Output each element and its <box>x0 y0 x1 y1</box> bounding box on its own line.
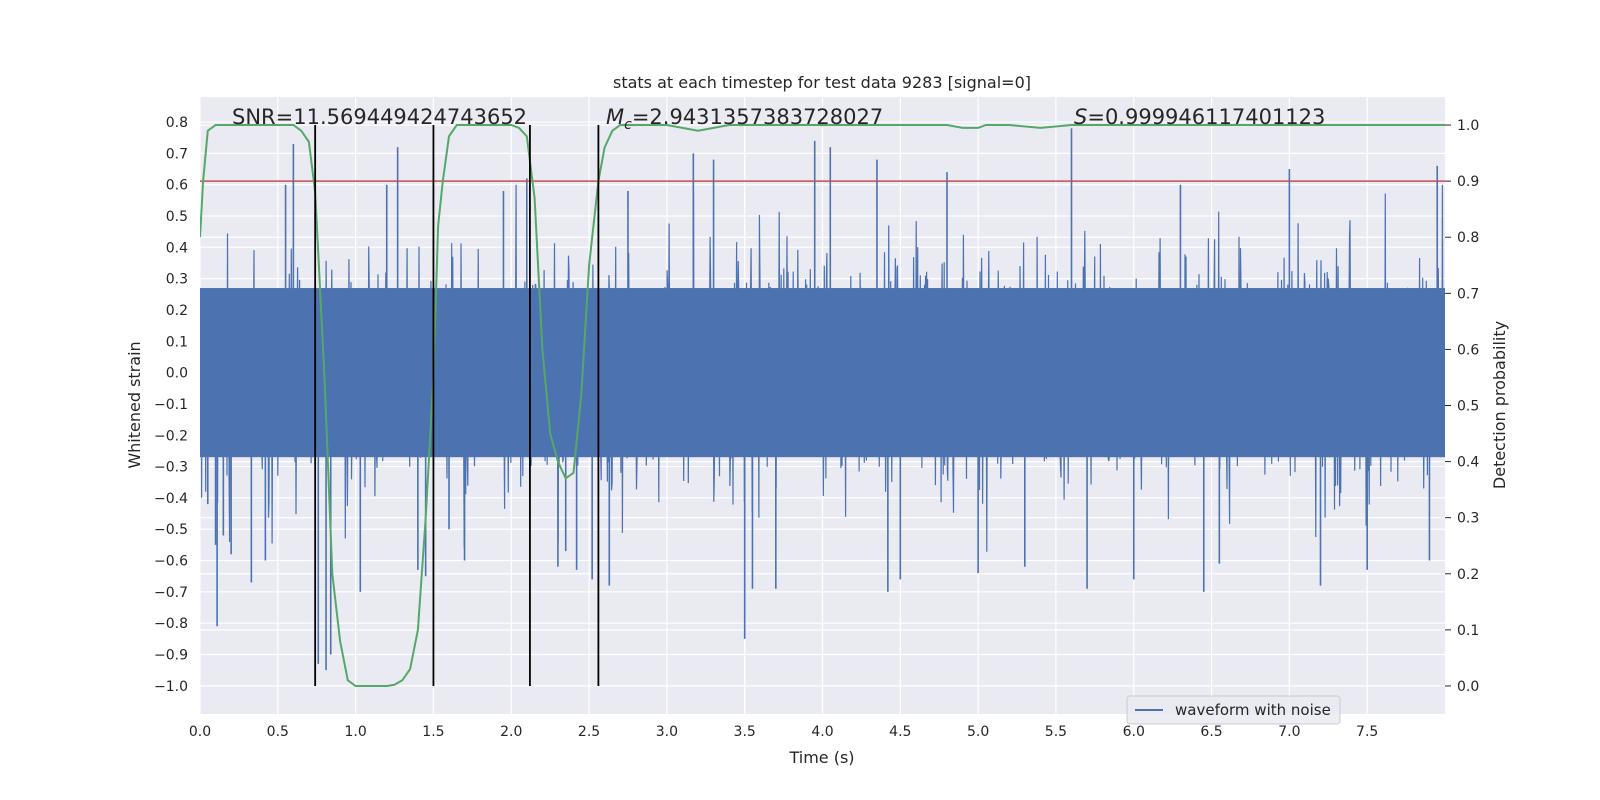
y-left-tick-label: −0.2 <box>154 428 188 444</box>
x-tick-label: 2.5 <box>578 724 600 740</box>
x-tick-label: 7.5 <box>1356 724 1378 740</box>
probability-line <box>200 124 1445 687</box>
chirp-mass-annotation: Mc=2.9431357383728027 <box>606 105 883 133</box>
x-tick-label: 6.0 <box>1123 724 1145 740</box>
y-left-tick-label: 0.4 <box>166 240 188 256</box>
y-left-tick-label: 0.7 <box>166 146 188 162</box>
y-right-tick-label: 0.6 <box>1457 342 1479 358</box>
y-left-tick-label: −0.7 <box>154 585 188 601</box>
waveform-series <box>200 128 1445 671</box>
y-left-tick-label: −0.5 <box>154 522 188 538</box>
x-tick-label: 5.0 <box>967 724 989 740</box>
y-left-tick-label: −0.6 <box>154 554 188 570</box>
x-tick-label: 6.5 <box>1200 724 1222 740</box>
x-tick-label: 1.0 <box>344 724 366 740</box>
y-left-tick-label: 0.6 <box>166 178 188 194</box>
mc-symbol: M <box>606 105 624 129</box>
y-left-tick-label: 0.0 <box>166 366 188 382</box>
s-symbol: S <box>1074 105 1087 129</box>
waveform-dense-core <box>200 288 1445 458</box>
y-left-tick-label: 0.3 <box>166 272 188 288</box>
x-tick-label: 5.5 <box>1045 724 1067 740</box>
y-left-tick-label: −0.8 <box>154 616 188 632</box>
x-tick-label: 7.0 <box>1278 724 1300 740</box>
y-left-tick-label: −0.1 <box>154 397 188 413</box>
y-right-tick-labels: 1.0 0.9 0.8 0.7 0.6 0.5 0.4 0.3 0.2 0.1 0.0 <box>1445 118 1479 695</box>
x-tick-label: 0.5 <box>267 724 289 740</box>
x-tick-labels: 0.0 0.5 1.0 1.5 2.0 2.5 3.0 3.5 4.0 4.5 5.0 5.5 6.0 6… <box>189 724 1378 740</box>
y-right-axis-label: Detection probability <box>1490 321 1509 489</box>
x-tick-label: 2.0 <box>500 724 522 740</box>
x-axis-label: Time (s) <box>788 748 854 767</box>
x-tick-label: 3.5 <box>734 724 756 740</box>
y-left-tick-label: 0.5 <box>166 209 188 225</box>
x-tick-label: 1.5 <box>422 724 444 740</box>
y-left-tick-labels: 0.8 0.7 0.6 0.5 0.4 0.3 0.2 0.1 0.0 −0.1 −0.2 −0.3 −… <box>154 115 188 695</box>
chart-title: stats at each timestep for test data 928… <box>613 73 1031 92</box>
y-right-tick-label: 0.5 <box>1457 399 1479 415</box>
probability-series <box>200 124 1445 687</box>
y-right-tick-label: 1.0 <box>1457 118 1479 134</box>
y-left-tick-label: −0.9 <box>154 647 188 663</box>
x-tick-label: 3.0 <box>656 724 678 740</box>
y-right-tick-label: 0.2 <box>1457 567 1479 583</box>
y-left-tick-label: 0.2 <box>166 303 188 319</box>
y-right-tick-label: 0.9 <box>1457 174 1479 190</box>
legend-box <box>1126 695 1341 725</box>
s-value: =0.999946117401123 <box>1087 105 1325 129</box>
x-tick-label: 4.0 <box>811 724 833 740</box>
y-left-axis-label: Whitened strain <box>125 341 144 468</box>
x-tick-label: 0.0 <box>189 724 211 740</box>
y-right-tick-label: 0.0 <box>1457 679 1479 695</box>
mc-value: =2.9431357383728027 <box>632 105 883 129</box>
y-left-tick-label: 0.1 <box>166 334 188 350</box>
y-right-tick-label: 0.4 <box>1457 455 1479 471</box>
legend-label: waveform with noise <box>1175 701 1331 719</box>
snr-annotation: SNR=11.569449424743652 <box>232 105 527 129</box>
y-right-tick-label: 0.7 <box>1457 286 1479 302</box>
y-right-tick-label: 0.1 <box>1457 623 1479 639</box>
y-left-tick-label: 0.8 <box>166 115 188 131</box>
y-left-tick-label: −0.4 <box>154 491 188 507</box>
y-right-tick-label: 0.3 <box>1457 511 1479 527</box>
y-right-tick-label: 0.8 <box>1457 230 1479 246</box>
legend: waveform with noise <box>1126 695 1341 725</box>
y-left-tick-label: −0.3 <box>154 460 188 476</box>
s-annotation: S=0.999946117401123 <box>1074 105 1325 129</box>
y-left-tick-label: −1.0 <box>154 679 188 695</box>
x-tick-label: 4.5 <box>889 724 911 740</box>
mc-subscript: c <box>624 117 632 133</box>
vertical-markers <box>314 125 600 686</box>
